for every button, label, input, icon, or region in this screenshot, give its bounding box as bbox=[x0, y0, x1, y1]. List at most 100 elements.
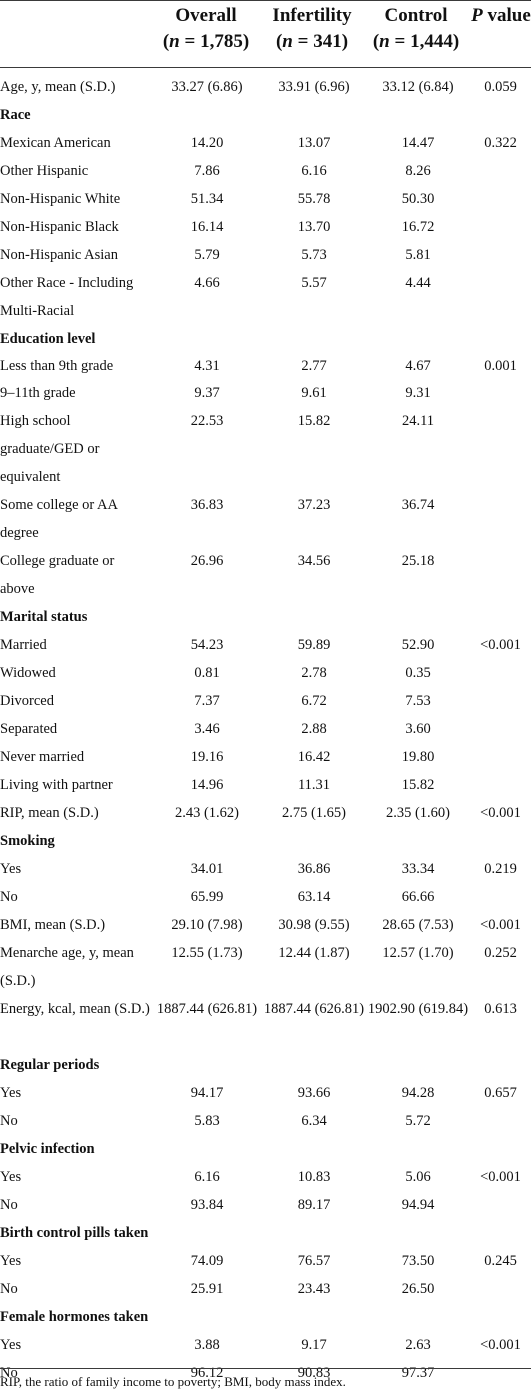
column-n: (n = 341) bbox=[275, 31, 349, 52]
table-row: Separated 3.46 2.88 3.60 bbox=[0, 715, 531, 743]
control-cell: 15.82 bbox=[401, 777, 435, 793]
table-row: Other Hispanic 7.86 6.16 8.26 bbox=[0, 157, 531, 185]
table-row: No 65.99 63.14 66.66 bbox=[0, 883, 531, 911]
section-row: Smoking bbox=[0, 827, 531, 855]
row-label: Widowed bbox=[0, 665, 56, 681]
table-row: High school graduate/GED or equivalent 22… bbox=[0, 407, 531, 491]
column-name: Infertility bbox=[272, 5, 352, 26]
section-row: Birth control pills taken bbox=[0, 1219, 531, 1247]
table-row: Non-Hispanic White 51.34 55.78 50.30 bbox=[0, 185, 531, 213]
overall-cell: 93.84 bbox=[190, 1197, 224, 1213]
overall-cell: 54.23 bbox=[190, 637, 224, 653]
overall-cell: 6.16 bbox=[194, 1169, 220, 1185]
row-label: Living with partner bbox=[0, 777, 113, 793]
control-cell: 5.06 bbox=[405, 1169, 431, 1185]
control-cell: 9.31 bbox=[405, 385, 431, 401]
p-value-cell: 0.613 bbox=[484, 1001, 517, 1017]
column-header-infertility: Infertility (n = 341) bbox=[262, 3, 362, 55]
control-cell: 52.90 bbox=[401, 637, 435, 653]
section-row: Female hormones taken bbox=[0, 1303, 531, 1331]
overall-cell: 3.46 bbox=[194, 721, 220, 737]
overall-cell: 7.86 bbox=[194, 163, 220, 179]
control-cell: 97.37 bbox=[401, 1365, 435, 1381]
section-label: Education level bbox=[0, 331, 96, 347]
control-cell: 73.50 bbox=[401, 1253, 435, 1269]
column-header-control: Control (n = 1,444) bbox=[365, 3, 467, 55]
section-row: Regular periods bbox=[0, 1051, 531, 1079]
section-label: Pelvic infection bbox=[0, 1141, 95, 1157]
control-cell: 4.44 bbox=[405, 275, 431, 291]
row-label: Married bbox=[0, 637, 47, 653]
p-value-cell: 0.219 bbox=[484, 861, 517, 877]
column-n: (n = 1,444) bbox=[372, 31, 460, 52]
row-label: Yes bbox=[0, 861, 22, 877]
table-row: Living with partner 14.96 11.31 15.82 bbox=[0, 771, 531, 799]
table-row: No 5.83 6.34 5.72 bbox=[0, 1107, 531, 1135]
row-label: RIP, mean (S.D.) bbox=[0, 805, 99, 821]
overall-cell: 16.14 bbox=[190, 219, 224, 235]
infertility-cell: 13.70 bbox=[297, 219, 331, 235]
row-label: Age, y, mean (S.D.) bbox=[0, 79, 116, 95]
overall-cell: 22.53 bbox=[190, 413, 224, 429]
overall-cell: 5.83 bbox=[194, 1113, 220, 1129]
table-row: Less than 9th grade 4.31 2.77 4.67 0.001 bbox=[0, 353, 531, 380]
infertility-cell: 33.91 (6.96) bbox=[278, 79, 350, 95]
table-row: Menarche age, y, mean (S.D.) 12.55 (1.73)… bbox=[0, 939, 531, 995]
table-row: Non-Hispanic Asian 5.79 5.73 5.81 bbox=[0, 241, 531, 269]
p-value-cell: <0.001 bbox=[480, 917, 521, 933]
table-row: Yes 94.17 93.66 94.28 0.657 bbox=[0, 1079, 531, 1107]
table-row: Energy, kcal, mean (S.D.) 1887.44 (626.81… bbox=[0, 995, 531, 1051]
control-cell: 33.12 (6.84) bbox=[382, 79, 454, 95]
row-label: College graduate or above bbox=[0, 553, 115, 597]
control-cell: 4.67 bbox=[405, 358, 431, 374]
p-value-cell: 0.322 bbox=[484, 135, 517, 151]
column-header-p-value: P value bbox=[471, 5, 531, 26]
control-cell: 5.81 bbox=[405, 247, 431, 263]
p-value-cell: <0.001 bbox=[480, 1337, 521, 1353]
overall-cell: 1887.44 (626.81) bbox=[156, 1001, 258, 1017]
infertility-cell: 76.57 bbox=[297, 1253, 331, 1269]
overall-cell: 4.66 bbox=[194, 275, 220, 291]
table-row: Non-Hispanic Black 16.14 13.70 16.72 bbox=[0, 213, 531, 241]
table-row: Yes 74.09 76.57 73.50 0.245 bbox=[0, 1247, 531, 1275]
overall-cell: 65.99 bbox=[190, 889, 224, 905]
row-label: High school graduate/GED or equivalent bbox=[0, 413, 100, 485]
p-value-cell: <0.001 bbox=[480, 637, 521, 653]
overall-cell: 34.01 bbox=[190, 861, 224, 877]
bottom-rule bbox=[0, 1368, 531, 1369]
control-cell: 1902.90 (619.84) bbox=[367, 1001, 469, 1017]
control-cell: 50.30 bbox=[401, 191, 435, 207]
control-cell: 26.50 bbox=[401, 1281, 435, 1297]
control-cell: 24.11 bbox=[401, 413, 435, 429]
control-cell: 8.26 bbox=[405, 163, 431, 179]
row-label: No bbox=[0, 1281, 18, 1297]
row-label: Yes bbox=[0, 1085, 22, 1101]
control-cell: 16.72 bbox=[401, 219, 435, 235]
control-cell: 28.65 (7.53) bbox=[382, 917, 454, 933]
control-cell: 0.35 bbox=[405, 665, 431, 681]
infertility-cell: 2.77 bbox=[301, 358, 327, 374]
table-row: Some college or AA degree 36.83 37.23 36.74 bbox=[0, 491, 531, 547]
control-cell: 14.47 bbox=[401, 135, 435, 151]
control-cell: 5.72 bbox=[405, 1113, 431, 1129]
column-header-overall: Overall (n = 1,785) bbox=[155, 3, 257, 55]
row-label: Menarche age, y, mean (S.D.) bbox=[0, 945, 134, 989]
control-cell: 94.94 bbox=[401, 1197, 435, 1213]
table-row: Never married 19.16 16.42 19.80 bbox=[0, 743, 531, 771]
row-label: Divorced bbox=[0, 693, 54, 709]
control-cell: 36.74 bbox=[401, 497, 435, 513]
row-label: BMI, mean (S.D.) bbox=[0, 917, 106, 933]
table-row: Divorced 7.37 6.72 7.53 bbox=[0, 687, 531, 715]
control-cell: 94.28 bbox=[401, 1085, 435, 1101]
overall-cell: 14.20 bbox=[190, 135, 224, 151]
overall-cell: 96.12 bbox=[190, 1365, 224, 1381]
overall-cell: 19.16 bbox=[190, 749, 224, 765]
p-value-cell: 0.252 bbox=[484, 945, 517, 961]
table-row: College graduate or above 26.96 34.56 25.18 bbox=[0, 547, 531, 603]
section-label: Marital status bbox=[0, 609, 88, 625]
section-label: Birth control pills taken bbox=[0, 1225, 149, 1241]
overall-cell: 33.27 (6.86) bbox=[171, 79, 243, 95]
control-cell: 7.53 bbox=[405, 693, 431, 709]
overall-cell: 74.09 bbox=[190, 1253, 224, 1269]
